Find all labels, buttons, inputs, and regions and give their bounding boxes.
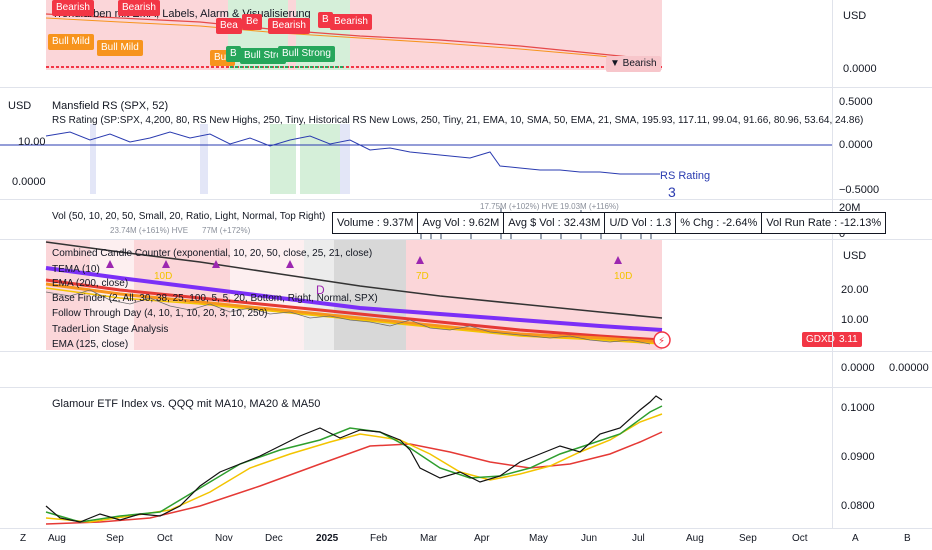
- mansfield-rs-scale[interactable]: 0.5000 0.0000 −0.5000: [832, 88, 932, 199]
- mansfield-rs-title: Mansfield RS (SPX, 52): [52, 100, 169, 112]
- indicator-label[interactable]: EMA (125, close): [52, 339, 129, 350]
- time-axis[interactable]: [0, 528, 932, 550]
- main-price-chart: ⚡: [45, 240, 671, 350]
- time-axis-label: Oct: [157, 533, 173, 544]
- currency-label: USD: [843, 250, 867, 262]
- time-axis-label: Nov: [215, 533, 233, 544]
- rs-rating-params: RS Rating (SP:SPX, 4,200, 80, RS New Hig…: [52, 115, 864, 126]
- scale-value: −0.5000: [839, 184, 880, 196]
- time-axis-label: Apr: [474, 533, 490, 544]
- bearish-current-label: ▼ Bearish: [606, 56, 661, 72]
- time-axis-label: Aug: [48, 533, 66, 544]
- scale-value: 20M: [839, 202, 861, 214]
- mansfield-rs-chart: [0, 124, 832, 194]
- mansfield-rs-plot[interactable]: USD Mansfield RS (SPX, 52) RS Rating (SP…: [0, 88, 863, 200]
- time-axis-label: May: [529, 533, 548, 544]
- volume-annotation: 77M (+172%): [202, 226, 251, 235]
- scale-value: 0.0800: [841, 500, 875, 512]
- time-axis-label: Jul: [632, 533, 645, 544]
- time-axis-label: Sep: [739, 533, 757, 544]
- empty-plot[interactable]: [0, 352, 832, 387]
- volume-title: Vol (50, 10, 20, 50, Small, 20, Ratio, L…: [52, 211, 326, 222]
- volume-info-table: Volume : 9.37M Avg Vol : 9.62M Avg $ Vol…: [332, 212, 887, 234]
- pct-change-cell: % Chg : -2.64%: [676, 213, 763, 233]
- trend-plot[interactable]: Trendfarben mit EMA, Labels, Alarm & Vis…: [0, 0, 832, 87]
- glamour-etf-scale[interactable]: 0.1000 0.0900 0.0800: [832, 388, 932, 528]
- rs-rating-label: RS Rating: [660, 170, 711, 182]
- indicator-label[interactable]: EMA (200, close): [52, 278, 129, 289]
- base-marker: D: [316, 283, 325, 297]
- main-price-plot[interactable]: ⚡ D 7D 10D 10D Combined Candle Counter (…: [0, 240, 839, 351]
- scale-value: 0.00000: [889, 362, 929, 374]
- time-axis-label: Mar: [420, 533, 438, 544]
- axis-letter[interactable]: A: [852, 533, 859, 544]
- axis-letter[interactable]: B: [904, 533, 911, 544]
- currency-label: USD: [8, 100, 32, 112]
- svg-text:⚡: ⚡: [658, 336, 665, 347]
- volume-cell: Volume : 9.37M: [333, 213, 419, 233]
- axis-letter[interactable]: Z: [20, 533, 27, 544]
- bearish-label: Bea: [216, 18, 242, 34]
- glamour-etf-pane: Glamour ETF Index vs. QQQ mit MA10, MA20…: [0, 388, 932, 528]
- time-axis-label: Aug: [686, 533, 704, 544]
- main-price-pane: ⚡ D 7D 10D 10D Combined Candle Counter (…: [0, 240, 932, 352]
- count-label: 10D: [154, 271, 173, 282]
- scale-value: 0.1000: [841, 402, 875, 414]
- indicator-label[interactable]: TraderLion Stage Analysis: [52, 324, 169, 335]
- indicator-label[interactable]: Base Finder (2, All, 30, 38, 25, 100, 5,…: [52, 293, 378, 304]
- scale-value: 10.00: [841, 314, 869, 326]
- time-axis-label: 2025: [316, 533, 339, 544]
- avg-vol-cell: Avg Vol : 9.62M: [418, 213, 505, 233]
- bull-mild-label: Bull Mild: [48, 34, 94, 50]
- volume-annotation: 17.75M (+102%) HVE: [480, 202, 559, 211]
- trend-price-scale[interactable]: USD 0.0000: [832, 0, 932, 87]
- scale-value: 0.0000: [843, 63, 877, 75]
- time-axis-label: Jun: [581, 533, 598, 544]
- vol-run-rate-cell: Vol Run Rate : -12.13%: [766, 217, 882, 229]
- mansfield-rs-pane: USD Mansfield RS (SPX, 52) RS Rating (SP…: [0, 88, 932, 200]
- time-axis-label: Oct: [792, 533, 808, 544]
- bull-strong-label: Bull Strong: [278, 46, 335, 62]
- avg-dollar-vol-cell: Avg $ Vol : 32.43M: [504, 213, 606, 233]
- indicator-label[interactable]: Follow Through Day (4, 10, 1, 10, 20, 3,…: [52, 308, 268, 319]
- left-scale-value: 0.0000: [12, 176, 46, 188]
- rs-rating-value: 3: [668, 184, 676, 200]
- main-price-scale[interactable]: USD 20.00 10.00 3.11: [832, 240, 932, 351]
- scale-value: 20.00: [841, 284, 869, 296]
- time-axis-label: Feb: [370, 533, 388, 544]
- bearish-label: Bearish: [330, 14, 372, 30]
- bull-strong-label: Bull Stro: [240, 48, 286, 64]
- empty-scale[interactable]: 0.0000 0.00000: [832, 352, 932, 387]
- volume-annotation: 23.74M (+161%) HVE: [110, 226, 189, 235]
- time-axis-label: Dec: [265, 533, 283, 544]
- left-scale-value: 10.00: [18, 136, 46, 148]
- ticker-badge: GDXD: [802, 332, 839, 347]
- scale-value: 0.0000: [839, 139, 873, 151]
- glamour-etf-title: Glamour ETF Index vs. QQQ mit MA10, MA20…: [52, 398, 321, 410]
- scale-value: 0.0000: [841, 362, 875, 374]
- bull-strong-label: B: [226, 46, 241, 62]
- bull-mild-label: Bull Mild: [97, 40, 143, 56]
- bearish-label: Bearish: [118, 0, 160, 16]
- glamour-etf-plot[interactable]: Glamour ETF Index vs. QQQ mit MA10, MA20…: [0, 388, 832, 528]
- glamour-etf-chart: [45, 395, 663, 525]
- bearish-label: Bearish: [52, 0, 94, 16]
- bearish-label: Be: [242, 14, 263, 30]
- ud-vol-cell: U/D Vol : 1.3: [605, 213, 677, 233]
- time-axis-label: Sep: [106, 533, 124, 544]
- trend-pane: Trendfarben mit EMA, Labels, Alarm & Vis…: [0, 0, 932, 88]
- bearish-label: B: [318, 12, 333, 28]
- scale-value: 0.0900: [841, 451, 875, 463]
- bearish-label: Bearish: [268, 18, 310, 34]
- indicator-label[interactable]: TEMA (10): [52, 264, 100, 275]
- last-price-badge: 3.11: [835, 332, 862, 347]
- indicator-label[interactable]: Combined Candle Counter (exponential, 10…: [52, 248, 373, 259]
- count-label: 10D: [614, 271, 633, 282]
- volume-annotation: 19.03M (+116%): [560, 202, 619, 211]
- empty-indicator-pane: 0.0000 0.00000: [0, 352, 932, 388]
- count-label: 7D: [416, 271, 429, 282]
- scale-value: 0.5000: [839, 96, 873, 108]
- currency-label: USD: [843, 10, 867, 22]
